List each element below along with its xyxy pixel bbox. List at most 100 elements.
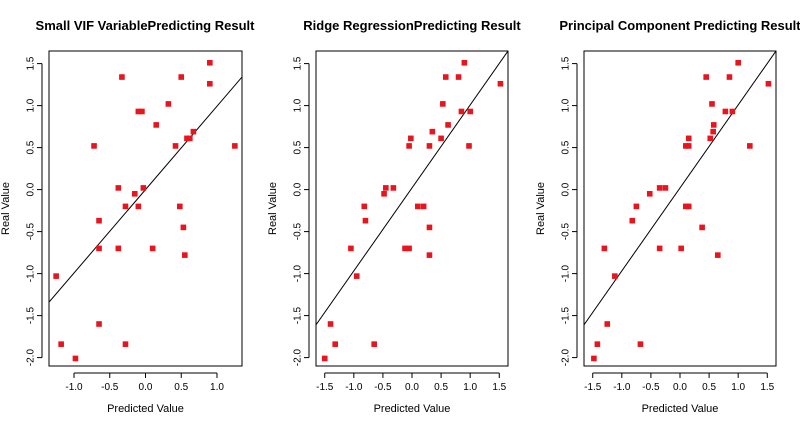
plot-frame — [315, 50, 509, 367]
data-point — [442, 74, 449, 80]
data-point — [408, 135, 414, 142]
data-point — [612, 273, 618, 279]
data-point — [327, 321, 334, 327]
data-point — [362, 217, 369, 224]
data-point — [426, 224, 433, 231]
data-point — [637, 341, 644, 347]
data-point — [678, 245, 684, 252]
data-point — [177, 203, 183, 210]
y-tick-label: 1.0 — [26, 98, 37, 112]
data-point — [207, 59, 213, 66]
data-point — [135, 108, 142, 115]
data-point — [445, 122, 451, 128]
plot-frame — [48, 50, 243, 367]
y-tick-label: -0.5 — [561, 223, 572, 241]
x-axis-label: Predicted Value — [107, 403, 184, 415]
data-point — [415, 203, 421, 210]
y-tick-label: -1.0 — [26, 265, 37, 283]
y-tick-label: -0.5 — [26, 223, 37, 241]
y-tick-label: 1.5 — [293, 56, 304, 70]
data-point — [685, 143, 692, 149]
data-point — [709, 101, 715, 107]
data-point — [182, 252, 188, 258]
data-point — [131, 191, 138, 197]
y-tick-label: 0.5 — [26, 140, 37, 154]
data-point — [685, 135, 692, 142]
data-point — [383, 185, 389, 191]
x-tick-label: -1.0 — [613, 382, 631, 393]
data-point — [115, 185, 122, 191]
plot-area — [49, 59, 242, 362]
x-tick-label: 0.0 — [405, 382, 419, 393]
data-point — [96, 321, 102, 327]
data-point — [353, 273, 360, 279]
y-tick-label: -2.0 — [26, 349, 37, 367]
chart-title: Small VIF VariablePredicting Result — [36, 18, 256, 33]
y-axis-label: Real Value — [267, 182, 279, 235]
data-point — [656, 245, 663, 252]
data-point — [232, 143, 238, 149]
data-point — [172, 143, 179, 149]
x-tick-label: -1.0 — [345, 382, 363, 393]
y-tick-label: -1.5 — [26, 307, 37, 325]
x-tick-label: -0.5 — [374, 382, 392, 393]
data-point — [406, 143, 412, 149]
x-tick-label: 1.0 — [210, 382, 224, 393]
data-point — [187, 135, 193, 142]
data-point — [406, 245, 412, 252]
data-point — [722, 108, 729, 115]
data-point — [699, 224, 705, 231]
y-tick-label: 0.5 — [293, 140, 304, 154]
data-point — [601, 245, 608, 252]
data-point — [139, 108, 145, 115]
data-point — [207, 80, 213, 87]
regression-line — [316, 51, 508, 326]
x-tick-label: -0.5 — [642, 382, 660, 393]
y-tick-label: -2.0 — [293, 349, 304, 367]
data-point — [726, 74, 733, 80]
x-tick-label: -1.5 — [316, 382, 334, 393]
y-tick-label: 1.0 — [561, 98, 572, 112]
y-tick-label: 1.5 — [561, 56, 572, 70]
y-tick-label: 0.5 — [561, 140, 572, 154]
y-tick-label: -1.0 — [561, 265, 572, 283]
x-tick-label: 0.5 — [702, 382, 716, 393]
x-tick-label: 1.5 — [492, 382, 506, 393]
data-point — [361, 203, 368, 210]
data-point — [178, 74, 185, 80]
data-point — [122, 341, 129, 347]
y-tick-label: 1.0 — [293, 98, 304, 112]
x-tick-label: -1.0 — [65, 382, 83, 393]
data-point — [426, 252, 433, 258]
data-point — [122, 203, 129, 210]
regression-line — [584, 51, 776, 326]
data-point — [710, 128, 716, 135]
y-tick-label: 0.0 — [293, 182, 304, 196]
plot-panel-1: Small VIF VariablePredicting Result -1.0 -… — [0, 18, 255, 415]
data-point — [662, 185, 669, 191]
x-axis-label: Predicted Value — [374, 403, 451, 415]
y-axis-label: Real Value — [535, 182, 547, 235]
y-tick-label: 0.0 — [26, 182, 37, 196]
data-point — [683, 203, 689, 210]
data-point — [455, 74, 462, 80]
data-point — [149, 245, 156, 252]
data-point — [402, 245, 408, 252]
data-point — [467, 108, 473, 115]
data-point — [381, 191, 387, 197]
data-point — [72, 355, 79, 362]
x-tick-label: -0.5 — [101, 382, 119, 393]
data-point — [96, 245, 102, 252]
data-point — [633, 203, 640, 210]
data-point — [591, 355, 597, 362]
data-point — [629, 217, 636, 224]
x-tick-label: -1.5 — [584, 382, 602, 393]
data-point — [703, 74, 709, 80]
plot-area — [584, 51, 776, 362]
data-point — [153, 122, 160, 128]
y-tick-label: -2.0 — [561, 349, 572, 367]
x-tick-label: 1.0 — [731, 382, 745, 393]
data-point — [466, 143, 472, 149]
data-point — [646, 191, 653, 197]
